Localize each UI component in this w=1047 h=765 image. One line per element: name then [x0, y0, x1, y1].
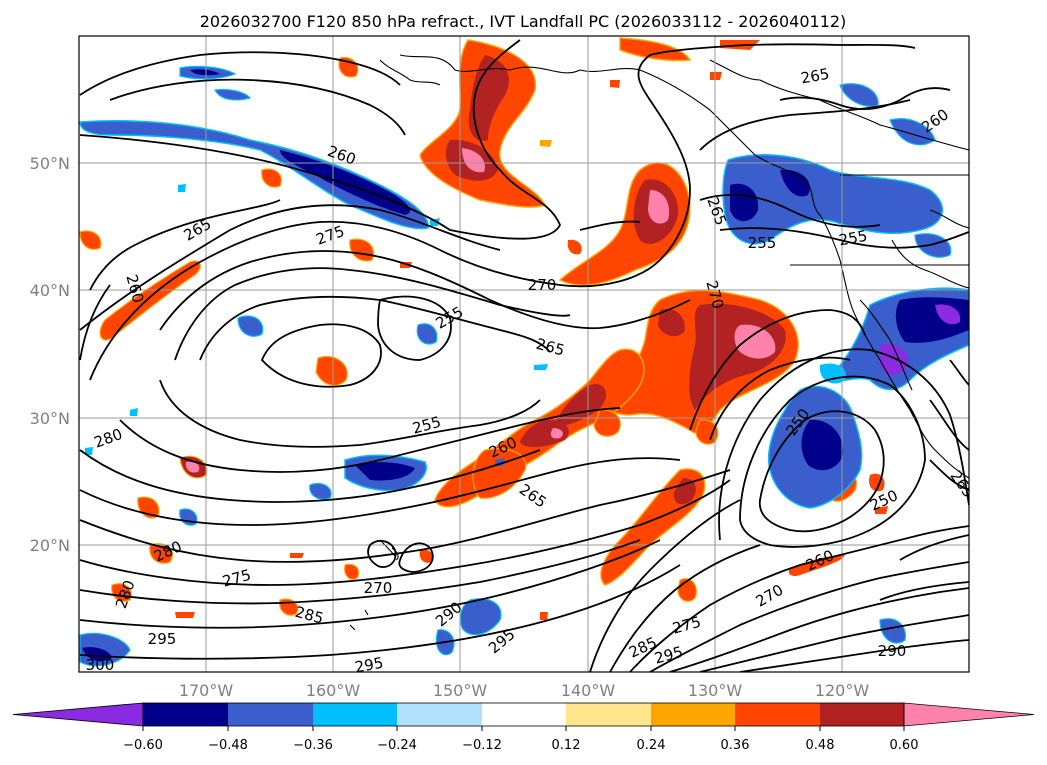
colorbar-segment [313, 703, 397, 726]
map-panel: 260 265 275 260 255 270 265 255 260 265 … [78, 35, 970, 677]
contour-label: 300 [86, 656, 115, 674]
colorbar-max-extend [903, 702, 1035, 727]
lon-label-130w: 130°W [688, 681, 743, 700]
colorbar-segment [566, 703, 651, 726]
colorbar-min-extend [12, 702, 144, 727]
lon-label-160w: 160°W [306, 681, 361, 700]
colorbar-tick-label: −0.24 [377, 738, 417, 753]
colorbar-segment [735, 703, 820, 726]
colorbar-tick-label: 0.12 [552, 738, 581, 753]
lon-label-170w: 170°W [179, 681, 234, 700]
lon-label-150w: 150°W [433, 681, 488, 700]
colorbar-tick-label: −0.48 [208, 738, 248, 753]
colorbar-tick-label: 0.48 [806, 738, 835, 753]
colorbar: −0.60 −0.48 −0.36 −0.24 −0.12 0.12 0.24 … [12, 702, 1035, 753]
colorbar-tick-label: 0.60 [890, 738, 919, 753]
longitude-axis: 170°W 160°W 150°W 140°W 130°W 120°W [179, 681, 870, 700]
graticule [79, 36, 969, 672]
colorbar-segment [228, 703, 313, 726]
colorbar-tick-label: 0.24 [637, 738, 666, 753]
map-frame [78, 35, 970, 673]
colorbar-tick-label: −0.60 [123, 738, 163, 753]
lat-label-20n: 20°N [30, 536, 70, 555]
contour-label: 290 [878, 642, 907, 660]
contour-label: 265 [799, 65, 830, 88]
contour-label: 270 [364, 579, 393, 597]
colorbar-segment [143, 703, 228, 726]
colorbar-segment [820, 703, 904, 726]
contour-label: 295 [148, 630, 177, 648]
figure-title: 2026032700 F120 850 hPa refract., IVT La… [200, 12, 847, 31]
colorbar-ticks [142, 726, 905, 731]
latitude-axis: 50°N 40°N 30°N 20°N [30, 154, 70, 555]
lat-label-50n: 50°N [30, 154, 70, 173]
colorbar-segment [651, 703, 735, 726]
lon-label-140w: 140°W [561, 681, 616, 700]
colorbar-tick-label: 0.36 [721, 738, 750, 753]
contour-label: 255 [748, 234, 777, 252]
colorbar-frame [142, 702, 905, 727]
colorbar-segment [397, 703, 482, 726]
lon-label-120w: 120°W [815, 681, 870, 700]
colorbar-segment [482, 703, 566, 726]
negative-anomaly-shading [79, 65, 969, 667]
contour-label: 255 [837, 227, 868, 250]
colorbar-tick-label: −0.36 [293, 738, 333, 753]
lat-label-30n: 30°N [30, 409, 70, 428]
contour-label: 295 [353, 654, 384, 677]
contour-label: 270 [528, 276, 557, 294]
lat-label-40n: 40°N [30, 281, 70, 300]
refractivity-contours [79, 39, 969, 672]
colorbar-tick-label: −0.12 [462, 738, 502, 753]
